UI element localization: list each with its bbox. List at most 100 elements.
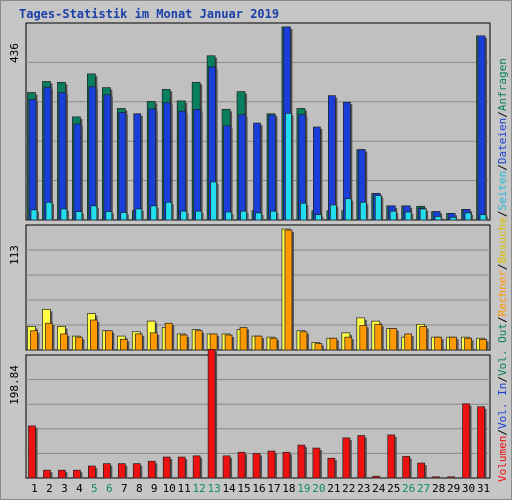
x-tick-label: 27 xyxy=(417,482,430,495)
panel-visits: 113 xyxy=(8,224,491,351)
panel-background xyxy=(25,224,491,351)
bar-volumen xyxy=(477,406,485,479)
bar-rechner xyxy=(134,333,143,351)
bar-volumen xyxy=(312,447,321,479)
bar-seiten xyxy=(240,210,247,221)
bar-seiten xyxy=(255,212,262,221)
bar-rechner xyxy=(75,336,83,351)
bar-seiten xyxy=(225,211,232,221)
legend-entry: / xyxy=(496,376,509,383)
bar-rechner xyxy=(104,330,113,351)
bar-volumen xyxy=(207,348,216,479)
bar-rechner xyxy=(344,336,353,351)
x-tick-label: 25 xyxy=(387,482,400,495)
bar-volumen xyxy=(387,434,396,479)
legend-entry: / xyxy=(496,316,509,323)
bar-volumen xyxy=(102,463,111,479)
bar-dateien xyxy=(103,94,112,221)
bar-volumen xyxy=(162,456,171,479)
bar-rechner xyxy=(30,330,38,351)
bar-volumen xyxy=(267,450,276,479)
bar-seiten xyxy=(90,205,98,221)
bar-rechner xyxy=(45,322,53,351)
bar-volumen xyxy=(282,451,291,479)
y-max-label: 198.84 xyxy=(8,365,21,405)
right-legend: Volumen/Vol. In/Vol. Out/Rechner/Besuche… xyxy=(496,58,509,482)
x-tick-label: 5 xyxy=(91,482,98,495)
y-max-label: 113 xyxy=(8,245,21,265)
bar-seiten xyxy=(464,212,472,221)
bar-dateien xyxy=(178,110,187,221)
bar-rechner xyxy=(299,331,308,351)
bar-dateien xyxy=(118,112,127,221)
bar-dateien xyxy=(268,114,276,221)
legend-entry: Anfragen xyxy=(496,58,509,111)
legend-entry: / xyxy=(496,429,509,436)
bar-volumen xyxy=(342,437,351,479)
bar-rechner xyxy=(119,338,128,351)
bar-volumen xyxy=(252,453,261,479)
bar-seiten xyxy=(165,201,173,221)
x-tick-label: 19 xyxy=(297,482,310,495)
x-tick-label: 23 xyxy=(357,482,370,495)
x-tick-label: 24 xyxy=(372,482,386,495)
bar-volumen xyxy=(58,469,66,479)
bar-seiten xyxy=(300,202,307,221)
x-tick-label: 18 xyxy=(282,482,295,495)
bar-seiten xyxy=(270,210,277,221)
bar-seiten xyxy=(359,201,367,221)
bar-rechner xyxy=(404,333,413,351)
x-tick-label: 9 xyxy=(151,482,158,495)
bar-rechner xyxy=(254,335,263,351)
x-tick-label: 16 xyxy=(252,482,265,495)
legend-entry: Dateien xyxy=(496,118,509,164)
legend-entry: Vol. Out xyxy=(496,323,509,376)
x-tick-label: 29 xyxy=(447,482,460,495)
bar-dateien xyxy=(253,122,261,221)
bar-seiten xyxy=(374,195,382,221)
x-tick-label: 21 xyxy=(327,482,340,495)
bar-rechner xyxy=(194,330,203,351)
x-tick-label: 11 xyxy=(178,482,191,495)
bar-rechner xyxy=(239,327,248,351)
bar-seiten xyxy=(479,214,487,221)
bar-volumen xyxy=(28,425,36,479)
bar-rechner xyxy=(60,333,68,351)
bar-rechner xyxy=(329,337,338,351)
x-tick-label: 6 xyxy=(106,482,113,495)
bar-volumen xyxy=(432,476,440,479)
panel-traffic: 436 xyxy=(8,22,491,221)
bar-volumen xyxy=(147,460,156,479)
bar-volumen xyxy=(132,463,141,479)
legend-entry: / xyxy=(496,263,509,270)
legend-entry: Vol. In xyxy=(496,383,509,429)
bar-seiten xyxy=(210,181,217,221)
bar-seiten xyxy=(404,211,412,221)
bar-volumen xyxy=(327,457,336,479)
bar-rechner xyxy=(434,336,442,351)
bar-seiten xyxy=(315,214,322,221)
bar-volumen xyxy=(462,403,470,479)
x-tick-label: 13 xyxy=(207,482,220,495)
legend-entry: / xyxy=(496,164,509,171)
bar-seiten xyxy=(30,209,38,221)
bar-volumen xyxy=(192,455,201,479)
bar-volumen xyxy=(417,462,426,479)
bar-seiten xyxy=(389,210,397,221)
x-tick-label: 4 xyxy=(76,482,83,495)
chart-title: Tages-Statistik im Monat Januar 2019 xyxy=(19,7,279,21)
bar-seiten xyxy=(60,208,68,221)
bar-dateien xyxy=(88,86,97,221)
legend-entry: / xyxy=(496,210,509,217)
bar-volumen xyxy=(43,469,51,479)
x-tick-label: 20 xyxy=(312,482,325,495)
bar-seiten xyxy=(449,216,457,221)
bar-dateien xyxy=(58,92,67,221)
bar-rechner xyxy=(224,334,233,351)
bar-volumen xyxy=(297,444,306,479)
x-tick-label: 12 xyxy=(193,482,206,495)
bar-volumen xyxy=(357,435,366,479)
bar-seiten xyxy=(434,216,442,221)
bar-volumen xyxy=(237,451,246,479)
bar-volumen xyxy=(73,469,81,479)
